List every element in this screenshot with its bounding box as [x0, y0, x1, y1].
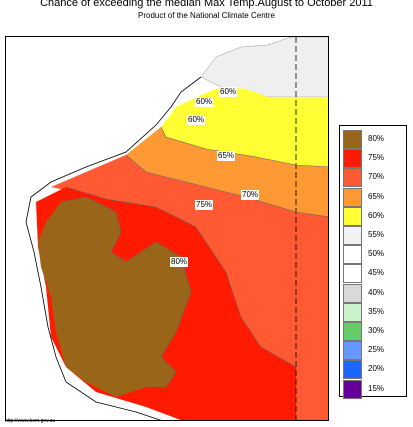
contour-70 — [65, 186, 297, 368]
legend-label: 45% — [368, 268, 385, 278]
legend-item: 65% — [343, 187, 405, 207]
legend-label: 60% — [368, 210, 385, 220]
legend-swatch — [343, 149, 362, 169]
legend-swatch — [343, 264, 362, 284]
legend-item: 40% — [343, 283, 405, 303]
legend-item: 25% — [343, 341, 405, 361]
legend-item: 75% — [343, 149, 405, 169]
legend-swatch — [343, 322, 362, 341]
legend-item: 15% — [343, 379, 405, 399]
map-subtitle: Product of the National Climate Centre — [138, 11, 275, 20]
legend-swatch — [343, 168, 362, 188]
label-60-north: 60% — [219, 87, 238, 97]
legend-item: 30% — [343, 322, 405, 341]
label-60-west-a: 60% — [195, 97, 214, 107]
coastline — [25, 76, 202, 420]
map-panel: 60% 60% 60% 65% 70% 75% 80% — [5, 36, 329, 421]
contour-75 — [60, 196, 192, 388]
legend-label: 70% — [368, 172, 385, 182]
label-60-west-b: 60% — [187, 115, 206, 125]
legend-label: 15% — [368, 383, 385, 393]
legend-swatch — [343, 206, 362, 226]
legend-item: 50% — [343, 245, 405, 265]
source-url: http://www.bom.gov.au — [5, 418, 56, 424]
legend-swatch — [343, 379, 362, 399]
legend-swatch — [343, 130, 362, 149]
legend-label: 55% — [368, 230, 385, 239]
legend-item: 45% — [343, 264, 405, 284]
legend-swatch — [343, 226, 362, 245]
legend-swatch — [343, 360, 362, 380]
legend-item: 60% — [343, 206, 405, 226]
legend-item: 80% — [343, 130, 405, 149]
legend-item: 35% — [343, 302, 405, 322]
legend-label: 25% — [368, 345, 385, 355]
legend-label: 20% — [368, 364, 385, 374]
legend-label: 75% — [368, 153, 385, 163]
legend-swatch — [343, 302, 362, 322]
legend-label: 30% — [368, 326, 385, 335]
legend-item: 70% — [343, 168, 405, 188]
legend-label: 80% — [368, 134, 385, 143]
legend-label: 40% — [368, 287, 385, 297]
label-70: 70% — [241, 190, 260, 200]
label-80: 80% — [170, 257, 189, 267]
legend-swatch — [343, 283, 362, 303]
label-75: 75% — [195, 200, 214, 210]
legend-label: 65% — [368, 191, 385, 201]
label-65: 65% — [217, 151, 236, 161]
legend-item: 55% — [343, 226, 405, 245]
legend-swatch — [343, 187, 362, 207]
ocean-west — [6, 37, 201, 420]
region-80 — [38, 197, 191, 397]
legend-item: 20% — [343, 360, 405, 380]
map-title: Chance of exceeding the median Max Temp.… — [40, 0, 373, 9]
legend-swatch — [343, 245, 362, 265]
legend: 80% 75% 70% 65% 60% 55% 50% 45% 40% 35% 30% 25% 20% 1… — [339, 125, 407, 399]
legend-label: 35% — [368, 306, 385, 316]
western-australia-map — [6, 37, 328, 420]
region-65 — [126, 127, 328, 217]
region-70 — [51, 155, 328, 420]
contour-65 — [125, 154, 328, 218]
legend-swatch — [343, 341, 362, 361]
legend-label: 50% — [368, 249, 385, 259]
